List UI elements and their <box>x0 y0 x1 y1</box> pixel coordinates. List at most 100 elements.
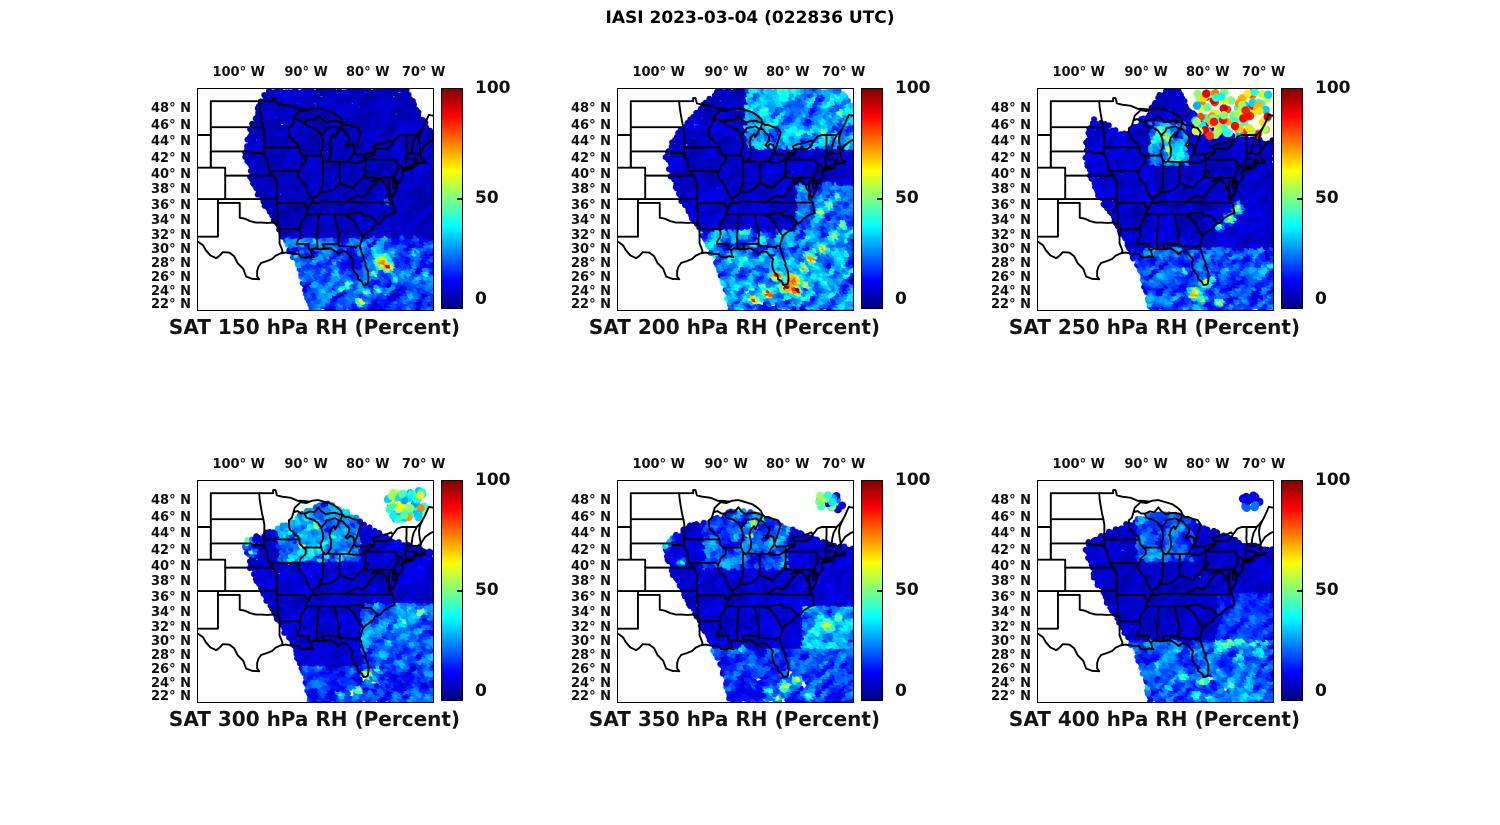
colorbar-400hpa <box>1281 480 1303 701</box>
subplot-sat-150hpa-rh: 48° N 46° N 44° N 42° N 40° N 38° N 36° N 34° N… <box>151 65 511 339</box>
lat-tick-label: 26° N <box>991 662 1031 678</box>
lat-tick-label: 32° N <box>991 227 1031 243</box>
lat-tick-label: 48° N <box>991 492 1031 508</box>
lon-tick-label: 100° W <box>632 457 685 472</box>
lat-tick-label: 42° N <box>991 150 1031 166</box>
lat-tick-label: 28° N <box>151 256 191 272</box>
lat-tick-label: 28° N <box>571 256 611 272</box>
lat-tick-label: 36° N <box>571 589 611 605</box>
lon-tick-label: 90° W <box>284 65 328 80</box>
lat-tick-label: 42° N <box>151 150 191 166</box>
colorbar-tick-50: 50 <box>475 188 499 208</box>
subplot-sat-400hpa-rh: 48° N 46° N 44° N 42° N 40° N 38° N 36° N 34° N… <box>991 457 1351 731</box>
lat-tick-label: 48° N <box>151 100 191 116</box>
lon-tick-label: 90° W <box>284 457 328 472</box>
lat-tick-label: 30° N <box>991 242 1031 258</box>
map-canvas-200hpa <box>617 88 854 311</box>
lat-tick-label: 28° N <box>991 256 1031 272</box>
lat-tick-label: 38° N <box>571 182 611 198</box>
lat-tick-label: 40° N <box>991 558 1031 574</box>
lat-tick-label: 24° N <box>991 675 1031 691</box>
lat-tick-label: 48° N <box>991 100 1031 116</box>
lat-tick-label: 40° N <box>991 166 1031 182</box>
lat-tick-label: 44° N <box>991 134 1031 150</box>
subplot-title-250hpa: SAT 250 hPa RH (Percent) <box>1008 315 1301 339</box>
lat-tick-label: 44° N <box>571 134 611 150</box>
map-canvas-300hpa <box>197 480 434 703</box>
subplot-title-300hpa: SAT 300 hPa RH (Percent) <box>168 707 461 731</box>
colorbar-mid-tick <box>457 589 462 592</box>
map-canvas-350hpa <box>617 480 854 703</box>
lat-tick-label: 38° N <box>991 182 1031 198</box>
lat-tick-label: 26° N <box>151 662 191 678</box>
lon-tick-label: 90° W <box>704 65 748 80</box>
colorbar-tick-50: 50 <box>895 188 919 208</box>
lat-tick-label: 48° N <box>571 492 611 508</box>
lon-tick-label: 90° W <box>1124 457 1168 472</box>
lat-tick-label: 34° N <box>571 604 611 620</box>
lat-tick-label: 26° N <box>571 270 611 286</box>
subplot-sat-250hpa-rh: 48° N 46° N 44° N 42° N 40° N 38° N 36° N 34° N… <box>991 65 1351 339</box>
subplot-sat-300hpa-rh: 48° N 46° N 44° N 42° N 40° N 38° N 36° N 34° N… <box>151 457 511 731</box>
colorbar-tick-100: 100 <box>1315 470 1351 490</box>
lon-tick-label: 80° W <box>346 457 390 472</box>
figure-title: IASI 2023-03-04 (022836 UTC) <box>605 8 895 28</box>
colorbar-tick-0: 0 <box>895 681 907 701</box>
subplot-title-200hpa: SAT 200 hPa RH (Percent) <box>588 315 881 339</box>
lat-tick-label: 44° N <box>151 134 191 150</box>
colorbar-mid-tick <box>877 589 882 592</box>
lat-tick-label: 34° N <box>151 212 191 228</box>
subplot-sat-350hpa-rh: 48° N 46° N 44° N 42° N 40° N 38° N 36° N 34° N… <box>571 457 931 731</box>
colorbar-150hpa <box>441 88 463 309</box>
lon-tick-label: 70° W <box>821 457 866 472</box>
lat-tick-label: 30° N <box>571 634 611 650</box>
lat-tick-label: 48° N <box>151 492 191 508</box>
lat-tick-label: 30° N <box>991 634 1031 650</box>
lat-tick-label: 32° N <box>571 619 611 635</box>
lat-tick-label: 44° N <box>151 526 191 542</box>
lat-tick-label: 30° N <box>151 634 191 650</box>
lon-tick-label: 70° W <box>1241 457 1286 472</box>
lat-tick-label: 24° N <box>571 675 611 691</box>
lat-tick-label: 22° N <box>151 689 191 705</box>
colorbar-mid-tick <box>877 197 882 200</box>
lat-tick-label: 34° N <box>991 604 1031 620</box>
colorbar-tick-50: 50 <box>475 580 499 600</box>
colorbar-200hpa <box>861 88 883 309</box>
lat-tick-label: 36° N <box>151 589 191 605</box>
colorbar-tick-50: 50 <box>1315 188 1339 208</box>
lon-tick-label: 70° W <box>1241 65 1286 80</box>
lat-tick-label: 48° N <box>571 100 611 116</box>
lon-tick-label: 80° W <box>1186 457 1230 472</box>
lat-tick-label: 30° N <box>571 242 611 258</box>
lat-tick-label: 36° N <box>571 197 611 213</box>
colorbar-tick-100: 100 <box>895 78 931 98</box>
lat-tick-label: 22° N <box>571 297 611 313</box>
lat-tick-label: 42° N <box>571 542 611 558</box>
lon-tick-label: 90° W <box>704 457 748 472</box>
lat-tick-label: 42° N <box>991 542 1031 558</box>
map-canvas-250hpa <box>1037 88 1274 311</box>
lat-tick-label: 24° N <box>151 675 191 691</box>
lat-tick-label: 36° N <box>991 197 1031 213</box>
lon-tick-label: 70° W <box>401 457 446 472</box>
lat-tick-label: 28° N <box>991 648 1031 664</box>
lat-tick-label: 32° N <box>571 227 611 243</box>
lat-tick-label: 22° N <box>571 689 611 705</box>
colorbar-250hpa <box>1281 88 1303 309</box>
lat-tick-label: 22° N <box>991 689 1031 705</box>
colorbar-tick-100: 100 <box>1315 78 1351 98</box>
lon-tick-label: 80° W <box>766 65 810 80</box>
lat-tick-label: 46° N <box>991 117 1031 133</box>
lat-tick-label: 46° N <box>991 509 1031 525</box>
lat-tick-label: 38° N <box>991 574 1031 590</box>
lat-tick-label: 26° N <box>991 270 1031 286</box>
lat-tick-label: 46° N <box>151 117 191 133</box>
colorbar-mid-tick <box>1297 589 1302 592</box>
colorbar-tick-100: 100 <box>475 78 511 98</box>
colorbar-tick-0: 0 <box>895 289 907 309</box>
lat-tick-label: 38° N <box>151 182 191 198</box>
lon-tick-label: 80° W <box>346 65 390 80</box>
subplot-sat-200hpa-rh: 48° N 46° N 44° N 42° N 40° N 38° N 36° N 34° N… <box>571 65 931 339</box>
